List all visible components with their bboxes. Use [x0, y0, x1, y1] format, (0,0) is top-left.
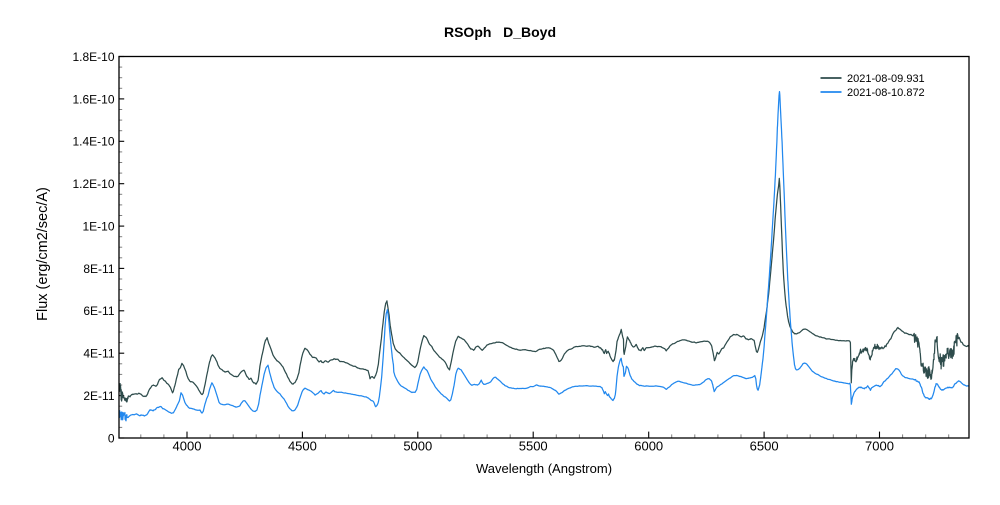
svg-text:2021-08-10.872: 2021-08-10.872 — [847, 87, 925, 99]
svg-text:4E-11: 4E-11 — [83, 347, 114, 361]
svg-text:2021-08-09.931: 2021-08-09.931 — [847, 73, 925, 85]
svg-text:Wavelength (Angstrom): Wavelength (Angstrom) — [476, 461, 612, 476]
svg-text:4000: 4000 — [173, 439, 202, 454]
svg-text:4500: 4500 — [288, 439, 317, 454]
svg-text:Flux (erg/cm2/sec/A): Flux (erg/cm2/sec/A) — [35, 187, 51, 321]
svg-text:2E-11: 2E-11 — [83, 389, 114, 403]
svg-text:1.6E-10: 1.6E-10 — [72, 92, 114, 106]
svg-text:8E-11: 8E-11 — [83, 262, 114, 276]
svg-text:1.2E-10: 1.2E-10 — [72, 177, 114, 191]
svg-text:0: 0 — [108, 431, 115, 445]
svg-text:6500: 6500 — [750, 439, 779, 454]
svg-text:5000: 5000 — [403, 439, 432, 454]
svg-text:RSOph D_Boyd: RSOph D_Boyd — [444, 24, 556, 40]
svg-text:1E-10: 1E-10 — [82, 220, 114, 234]
svg-text:5500: 5500 — [519, 439, 548, 454]
svg-text:6E-11: 6E-11 — [83, 304, 114, 318]
svg-text:1.8E-10: 1.8E-10 — [72, 50, 114, 64]
svg-text:7000: 7000 — [865, 439, 894, 454]
svg-text:1.4E-10: 1.4E-10 — [72, 135, 114, 149]
svg-text:6000: 6000 — [634, 439, 663, 454]
